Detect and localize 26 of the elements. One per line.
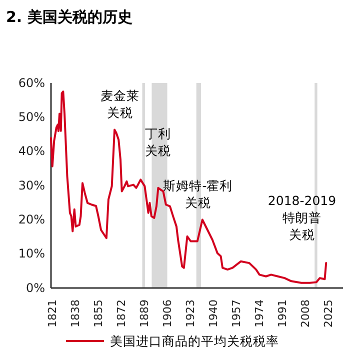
band-label: 斯姆特-霍利关税 bbox=[163, 178, 233, 210]
x-tick-label: 1957 bbox=[230, 300, 244, 328]
x-tick-label: 1923 bbox=[184, 300, 198, 328]
x-tick-label: 1974 bbox=[253, 300, 266, 328]
y-tick-label: 30% bbox=[18, 178, 45, 192]
band-label: 2018-2019特朗普关税 bbox=[268, 193, 336, 242]
band-label: 丁利关税 bbox=[145, 126, 171, 158]
x-tick-label: 2008 bbox=[299, 300, 312, 328]
y-tick-label: 40% bbox=[18, 144, 45, 158]
y-tick-label: 50% bbox=[18, 110, 45, 124]
band-label: 麦金莱关税 bbox=[100, 88, 140, 120]
x-tick-label: 1838 bbox=[69, 300, 82, 328]
y-tick-label: 10% bbox=[18, 246, 45, 261]
x-tick-label: 1991 bbox=[276, 300, 290, 328]
x-tick-label: 2025 bbox=[322, 300, 335, 328]
x-tick-label: 1821 bbox=[46, 300, 60, 328]
legend-label: 美国进口商品的平均关税税率 bbox=[110, 334, 279, 348]
x-tick-label: 1889 bbox=[138, 300, 152, 328]
x-tick-label: 1940 bbox=[207, 300, 220, 328]
y-tick-label: 60% bbox=[18, 76, 45, 90]
x-tick-label: 1872 bbox=[115, 300, 128, 328]
y-tick-label: 0% bbox=[26, 280, 45, 295]
x-tick-label: 1855 bbox=[92, 300, 106, 328]
x-tick-label: 1906 bbox=[161, 300, 174, 328]
chart-title: 2. 美国关税的历史 bbox=[6, 8, 132, 26]
y-tick-label: 20% bbox=[18, 212, 45, 227]
